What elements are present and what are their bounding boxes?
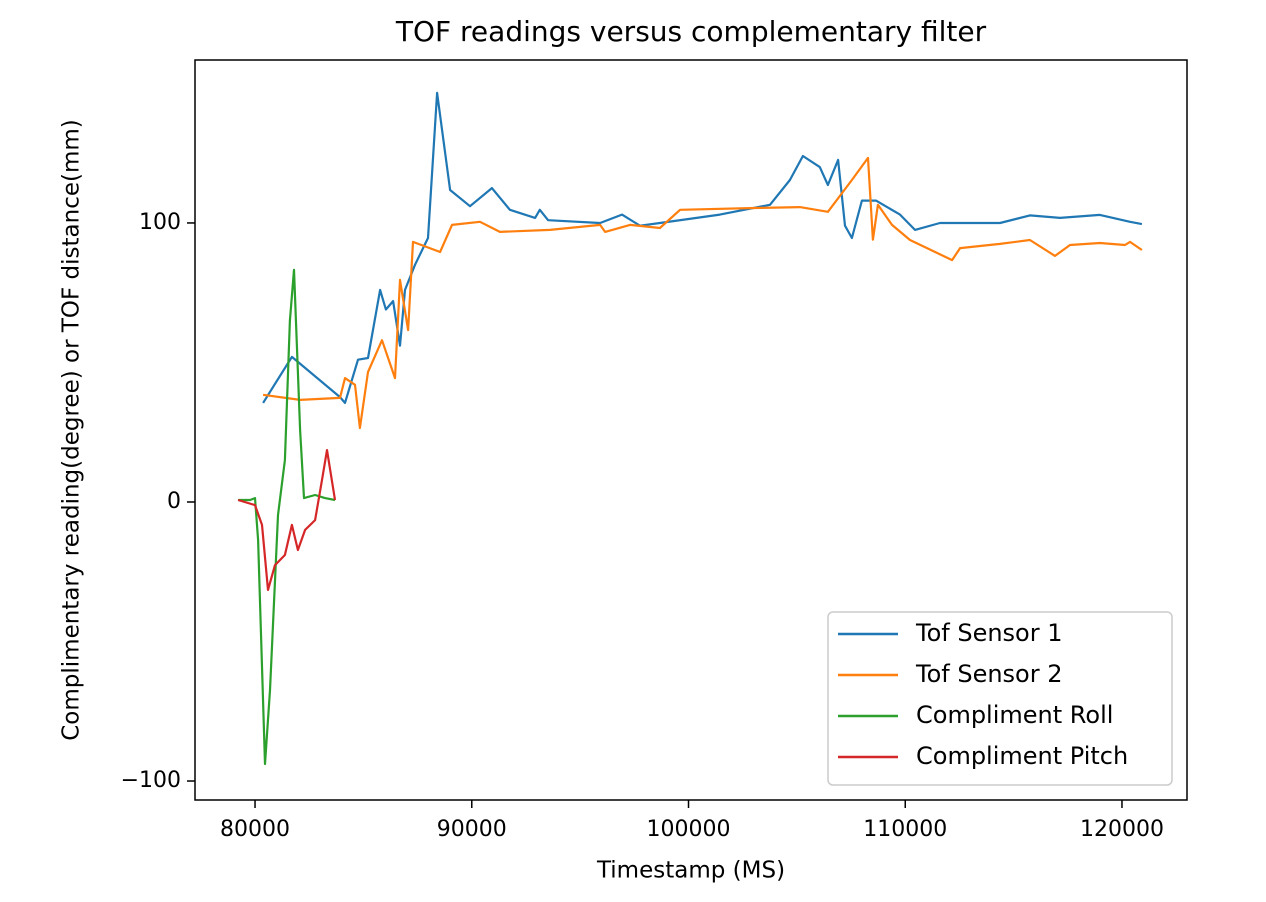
series-line [238, 268, 336, 766]
series-line [237, 449, 337, 591]
x-tick-label: 80000 [220, 817, 290, 842]
x-tick-label: 110000 [863, 817, 947, 842]
y-axis-label: Complimentary reading(degree) or TOF dis… [59, 119, 85, 741]
legend-box [827, 611, 1173, 786]
legend: Tof Sensor 1 Tof Sensor 2 Compliment Roll C… [827, 611, 1173, 786]
series-line [262, 156, 1143, 430]
chart-title: TOF readings versus complementary filter [395, 15, 987, 48]
legend-label: Tof Sensor 2 [915, 660, 1063, 688]
x-tick-label: 90000 [437, 817, 507, 842]
y-tick-label: 0 [167, 489, 181, 514]
axes-frame [194, 59, 1188, 801]
x-axis-label: Timestamp (MS) [596, 858, 785, 884]
legend-label: Compliment Pitch [916, 742, 1128, 770]
y-tick-label: −100 [121, 768, 181, 793]
y-tick-label: 100 [139, 210, 181, 235]
plot-area [237, 91, 1143, 766]
x-tick-label: 120000 [1080, 817, 1164, 842]
legend-label: Tof Sensor 1 [915, 619, 1063, 647]
x-tick-label: 100000 [647, 817, 731, 842]
legend-label: Compliment Roll [916, 701, 1113, 729]
series-line [262, 91, 1143, 404]
